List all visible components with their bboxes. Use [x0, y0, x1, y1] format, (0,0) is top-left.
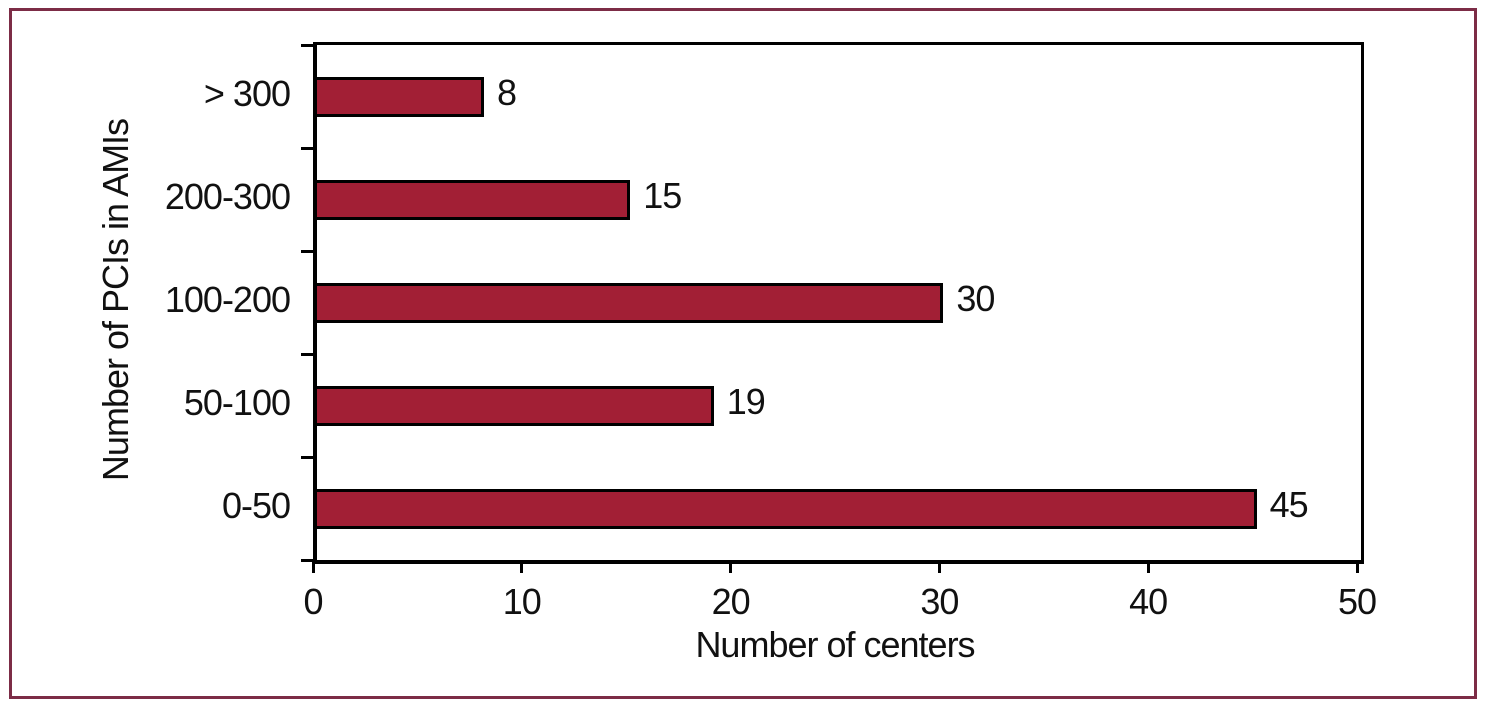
bar-value-label: 30 — [956, 277, 995, 319]
y-axis-tick — [301, 146, 313, 150]
chart-bar — [317, 76, 485, 117]
chart-bar — [317, 488, 1257, 529]
bar-value-label: 45 — [1269, 483, 1309, 525]
x-axis-tick-label: 50 — [1337, 581, 1377, 622]
y-axis-tick — [301, 352, 313, 356]
x-axis-tick-label: 40 — [1129, 581, 1168, 622]
x-axis-tick-label: 10 — [502, 581, 542, 622]
x-axis-tick-label: 30 — [920, 581, 959, 622]
y-axis-tick — [301, 249, 313, 253]
y-category-label: 0-50 — [221, 484, 291, 526]
x-axis-tick — [1355, 561, 1359, 573]
y-category-label: 50-100 — [183, 381, 291, 423]
x-axis-title: Number of centers — [695, 624, 975, 665]
x-axis-tick-label: 0 — [303, 581, 323, 622]
bar-value-label: 19 — [726, 380, 766, 422]
bar-value-label: 8 — [497, 71, 517, 113]
x-axis-tick — [1146, 561, 1150, 573]
x-axis-tick — [311, 561, 315, 573]
chart-bar — [317, 282, 944, 323]
y-category-label: 100-200 — [164, 278, 291, 320]
bar-value-label: 15 — [643, 174, 682, 216]
x-axis-tick — [520, 561, 524, 573]
y-category-label: > 300 — [203, 72, 291, 114]
y-category-label: 200-300 — [164, 175, 291, 217]
x-axis-tick — [937, 561, 941, 573]
x-axis-tick — [729, 561, 733, 573]
y-axis-tick — [301, 558, 313, 562]
x-axis-tick-label: 20 — [711, 581, 751, 622]
plot-area — [301, 42, 1364, 564]
y-axis-tick — [301, 43, 313, 47]
y-axis-tick — [301, 455, 313, 459]
chart-bar — [317, 179, 631, 220]
chart-bar — [317, 385, 714, 426]
